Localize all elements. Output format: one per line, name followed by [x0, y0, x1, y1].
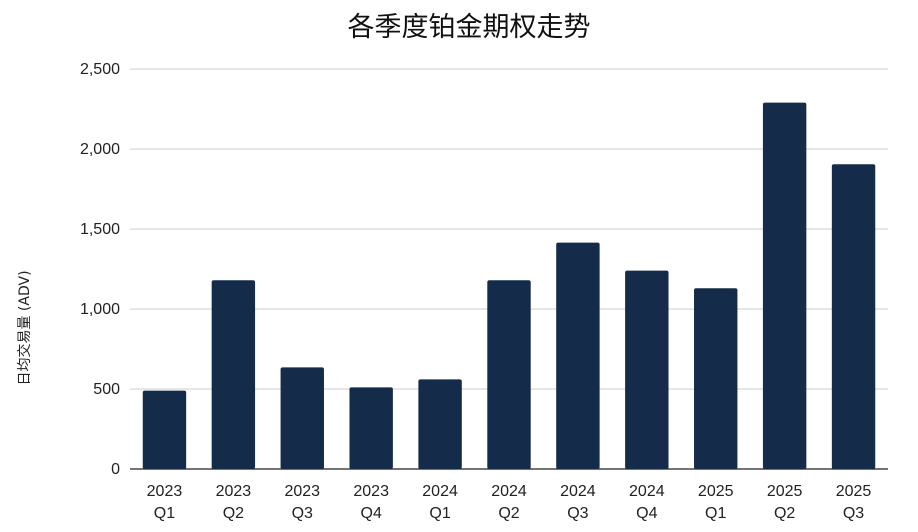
y-tick-label: 2,500	[80, 61, 120, 78]
x-tick-label: 2024 Q1	[422, 483, 458, 522]
x-tick-label: 2024 Q3	[560, 483, 596, 522]
bar	[418, 379, 462, 469]
y-axis-label: 日均交易量 (ADV)	[16, 270, 33, 385]
x-tick-label: 2025 Q2	[767, 483, 803, 522]
bar	[487, 280, 531, 469]
x-tick-label: 2024 Q2	[491, 483, 527, 522]
y-axis-ticks: 0 500 1,000 1,500 2,000 2,500	[80, 61, 120, 478]
y-tick-label: 2,000	[80, 141, 120, 158]
x-tick-label: 2023 Q2	[216, 483, 252, 522]
bar	[625, 270, 669, 469]
bars	[142, 102, 876, 469]
x-tick-label: 2023 Q3	[284, 483, 320, 522]
x-tick-label: 2025 Q1	[698, 483, 734, 522]
bar	[831, 164, 876, 469]
bar	[142, 390, 187, 469]
x-tick-label: 2024 Q4	[629, 483, 665, 522]
chart-title: 各季度铂金期权走势	[348, 12, 591, 43]
bar	[556, 242, 600, 469]
bar	[694, 288, 738, 469]
y-tick-label: 500	[93, 381, 120, 398]
bar	[280, 367, 324, 469]
bar	[762, 102, 807, 469]
x-tick-label: 2023 Q4	[353, 483, 389, 522]
bar	[211, 280, 256, 469]
x-tick-label: 2025 Q3	[836, 483, 872, 522]
x-tick-label: 2023 Q1	[147, 483, 183, 522]
bar	[349, 387, 393, 469]
y-tick-label: 1,000	[80, 301, 120, 318]
x-axis-ticks: 2023 Q1 2023 Q2 2023 Q3 2023 Q4 2024 Q1 2024 Q2 2024…	[147, 483, 872, 522]
y-tick-label: 0	[111, 461, 120, 478]
y-tick-label: 1,500	[80, 221, 120, 238]
